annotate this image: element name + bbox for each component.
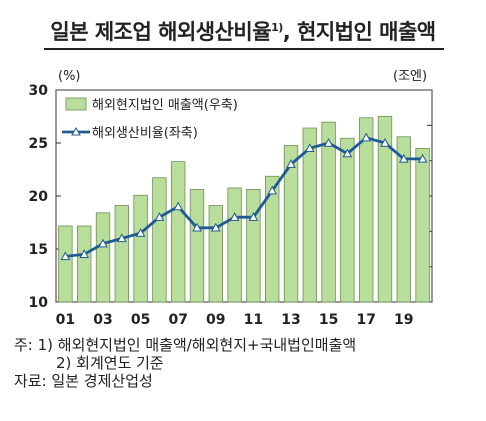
left-axis-tick-label: 10	[29, 295, 49, 311]
line-marker	[60, 251, 71, 261]
line-marker	[304, 143, 315, 152]
line-marker	[192, 222, 202, 232]
line-series	[60, 132, 428, 261]
line-marker	[267, 185, 278, 195]
legend-bar-label: 해외현지법인 매출액(우축)	[92, 98, 238, 113]
bar	[265, 175, 280, 303]
chart: 30 25 20 15 10 01 03 05 07 09 11 13 15 17 19 해외현지법인 매출…	[29, 69, 433, 328]
bar	[95, 212, 111, 303]
bar	[415, 148, 430, 303]
line-marker	[116, 233, 127, 243]
bar	[114, 205, 129, 303]
line-marker	[323, 137, 334, 147]
line-marker	[135, 228, 146, 237]
line-marker	[398, 153, 409, 163]
bar	[302, 127, 317, 303]
footnotes: 주: 1) 해외현지법인 매출액/해외현지+국내법인매출액 2) 회계연도 기준…	[14, 336, 356, 390]
source-note: 자료: 일본 경제산업성	[14, 372, 153, 390]
line-marker	[210, 222, 221, 232]
line-marker	[79, 249, 90, 258]
bar	[189, 189, 205, 303]
line-marker	[98, 238, 108, 248]
title-main: 일본 제조업 해외생산비율	[50, 20, 272, 44]
bar	[340, 137, 355, 303]
line-marker	[361, 132, 372, 142]
footnote-2: 2) 회계연도 기준	[56, 354, 164, 372]
left-axis-unit: (%)	[58, 69, 81, 84]
bar	[396, 136, 411, 303]
left-axis-tick-label: 30	[29, 83, 49, 99]
bar	[321, 121, 336, 303]
x-axis-tick-label: 05	[131, 312, 150, 328]
x-axis-tick-label: 17	[356, 312, 375, 328]
bar	[246, 189, 261, 303]
bar	[227, 187, 242, 303]
line-marker	[342, 148, 353, 158]
x-axis-tick-label: 19	[394, 312, 413, 328]
x-axis-tick-label: 01	[56, 312, 75, 328]
legend: 해외현지법인 매출액(우축) 해외생산비율(좌축)	[62, 97, 238, 141]
left-axis-tick-label: 25	[29, 136, 48, 152]
bar	[283, 145, 299, 303]
line-marker	[286, 159, 296, 168]
title-footnote-mark: 1)	[271, 21, 283, 34]
right-axis-unit: (조엔)	[393, 69, 427, 84]
bar	[152, 177, 167, 303]
line-marker	[380, 137, 390, 147]
footnote-1: 주: 1) 해외현지법인 매출액/해외현지+국내법인매출액	[14, 336, 357, 354]
x-axis-tick-label: 07	[168, 312, 187, 328]
axes: 30 25 20 15 10 01 03 05 07 09 11 13 15 17 19	[29, 83, 433, 328]
bar	[208, 205, 223, 303]
bar-series	[58, 115, 430, 303]
legend-bar-swatch	[65, 97, 87, 111]
x-axis-tick-label: 15	[319, 312, 338, 328]
left-axis-tick-label: 15	[29, 242, 48, 258]
legend-line-label: 해외생산비율(좌축)	[92, 126, 198, 141]
legend-line-marker	[71, 126, 81, 136]
line-marker	[417, 153, 428, 163]
x-axis-tick-label: 03	[93, 312, 112, 328]
line-marker	[154, 212, 165, 221]
line-marker	[173, 201, 184, 211]
x-axis-tick-label: 13	[281, 312, 300, 328]
bar	[133, 194, 148, 303]
line-marker	[248, 212, 259, 221]
bar	[171, 161, 186, 303]
x-axis-tick-label: 09	[206, 312, 225, 328]
x-axis-tick-label: 11	[244, 312, 263, 328]
plot-frame	[55, 89, 433, 303]
bar	[359, 117, 374, 303]
bar	[377, 115, 393, 303]
line-marker	[229, 212, 240, 221]
chart-title: 일본 제조업 해외생산비율1), 현지법인 매출액	[0, 16, 486, 46]
title-rest: , 현지법인 매출액	[282, 20, 436, 44]
left-axis-tick-label: 20	[29, 189, 49, 205]
bar	[58, 225, 73, 303]
bar	[77, 225, 92, 303]
title-underline	[44, 48, 444, 50]
